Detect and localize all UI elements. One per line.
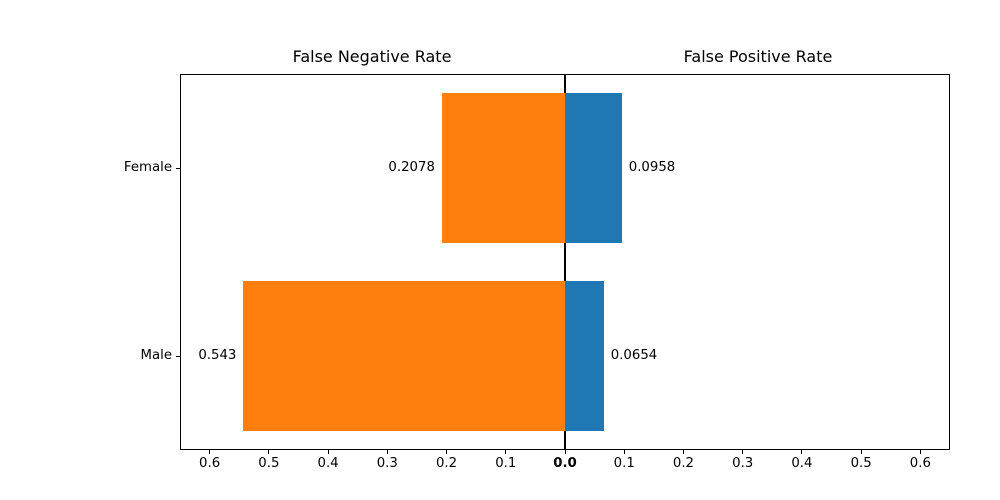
x-tick-mark <box>860 450 862 454</box>
y-tick-mark <box>176 355 180 357</box>
x-tick-label: 0.3 <box>732 456 754 471</box>
x-tick-mark <box>623 450 625 454</box>
x-tick-mark <box>446 450 448 454</box>
zero-axis-line <box>564 74 566 450</box>
x-tick-label: 0.2 <box>435 456 458 471</box>
x-tick-label: 0.5 <box>850 456 872 471</box>
x-tick-label: 0.3 <box>376 456 398 471</box>
left-axes-title: False Negative Rate <box>292 47 452 66</box>
x-tick-mark <box>209 450 211 454</box>
x-tick-mark <box>801 450 803 454</box>
x-tick-mark <box>505 450 507 454</box>
x-tick-mark <box>564 450 566 454</box>
right-axes-title: False Positive Rate <box>683 47 833 66</box>
x-tick-label: 0.6 <box>199 456 221 471</box>
x-tick-label: 0.2 <box>672 456 695 471</box>
bar-left-female <box>441 92 565 244</box>
value-label-left-female: 0.2078 <box>388 160 435 175</box>
y-tick-label-male: Male <box>140 348 173 363</box>
x-tick-label: 0.5 <box>258 456 280 471</box>
x-tick-label: 0.0 <box>553 456 577 471</box>
value-label-right-male: 0.0654 <box>610 348 658 363</box>
x-tick-label: 0.6 <box>909 456 931 471</box>
x-tick-mark <box>919 450 921 454</box>
x-tick-label: 0.4 <box>317 456 339 471</box>
bar-right-female <box>565 92 622 244</box>
y-tick-mark <box>176 167 180 169</box>
x-tick-mark <box>742 450 744 454</box>
y-tick-label-female: Female <box>123 160 172 175</box>
x-tick-mark <box>682 450 684 454</box>
x-tick-mark <box>327 450 329 454</box>
bar-right-male <box>565 280 604 432</box>
x-tick-label: 0.1 <box>495 456 517 471</box>
x-tick-label: 0.1 <box>613 456 635 471</box>
bar-left-male <box>243 280 565 432</box>
x-tick-mark <box>386 450 388 454</box>
x-tick-label: 0.4 <box>791 456 813 471</box>
value-label-right-female: 0.0958 <box>628 160 676 175</box>
value-label-left-male: 0.543 <box>198 348 237 363</box>
x-tick-mark <box>268 450 270 454</box>
